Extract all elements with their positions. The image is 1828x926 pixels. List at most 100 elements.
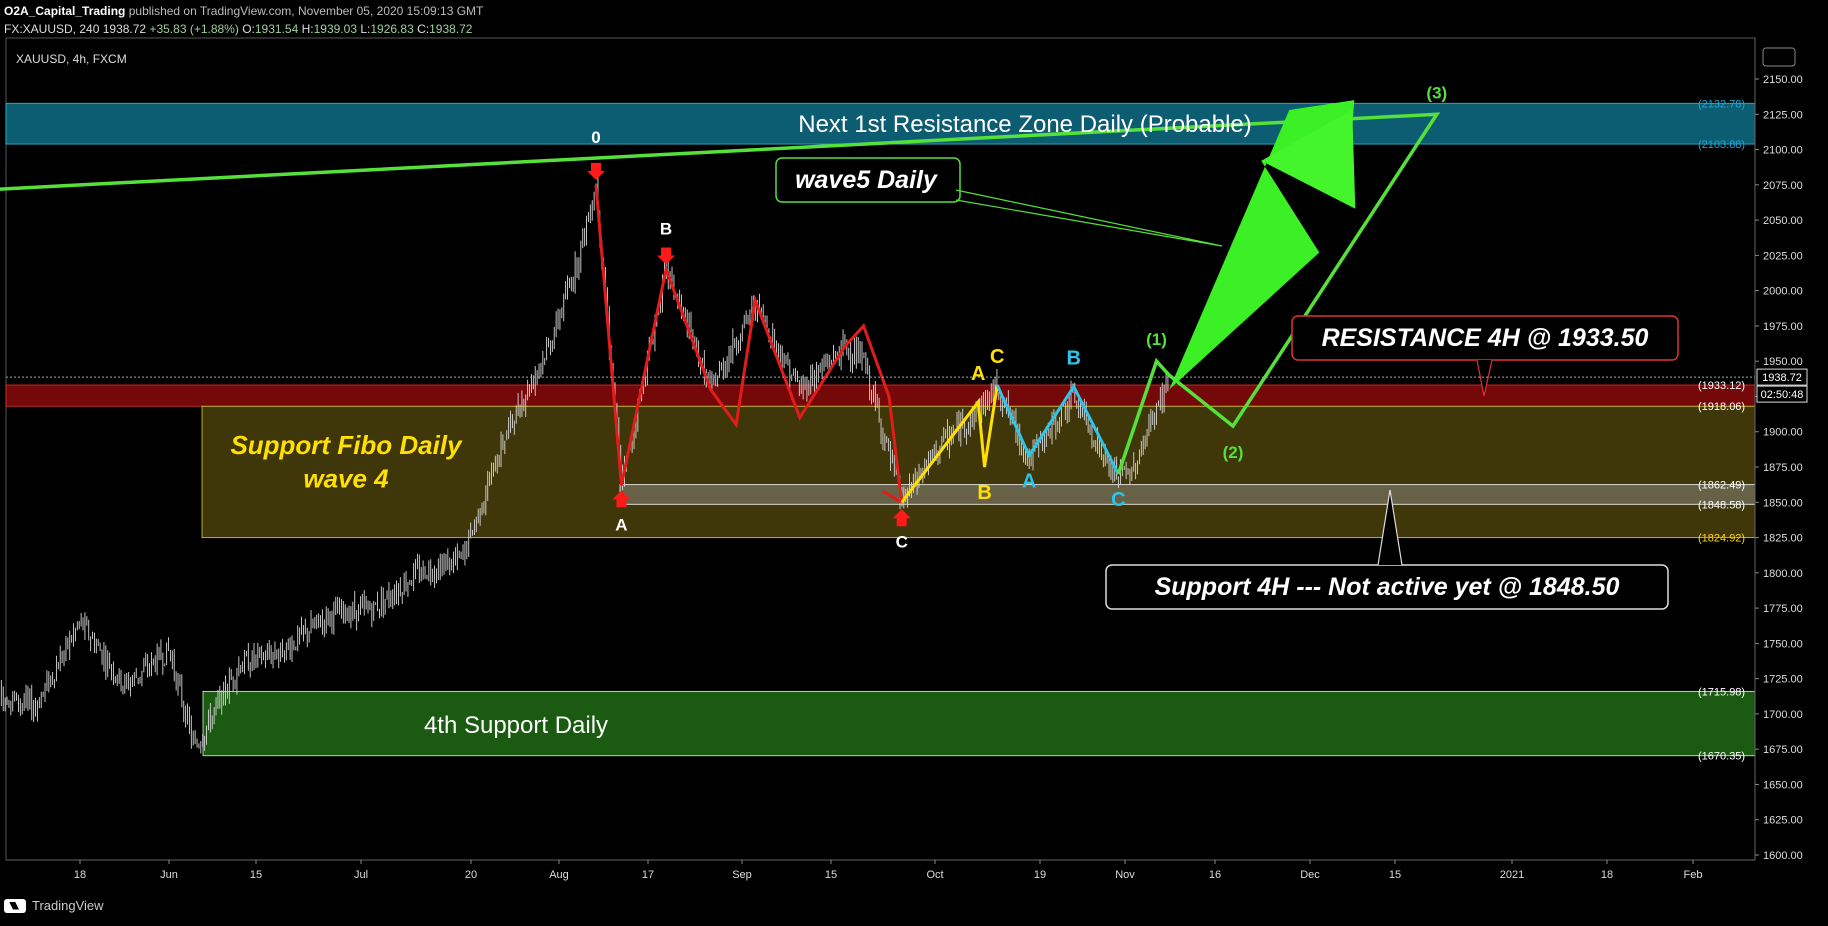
wave5-arrow-head-icon (1261, 110, 1356, 209)
support-fibo-label-line2: wave 4 (303, 464, 389, 494)
wave-0-marker-icon (586, 162, 605, 180)
red-tail (881, 489, 903, 504)
ohlc-line: FX:XAUUSD, 240 1938.72 +35.83 (+1.88%) O… (4, 22, 472, 36)
x-tick-label: Sep (732, 869, 752, 881)
resistance-4h-label: RESISTANCE 4H @ 1933.50 (1322, 324, 1649, 352)
wave-label-b: B (660, 219, 672, 238)
y-tick-label: 1950.00 (1763, 356, 1803, 368)
author-name[interactable]: O2A_Capital_Trading (4, 4, 126, 18)
blue-abc-path (995, 383, 1120, 475)
wave-label-a: A (615, 515, 627, 534)
wave5-callout-label: wave5 Daily (795, 166, 938, 194)
y-tick-label: 1850.00 (1763, 497, 1803, 509)
fourth-support-label: 4th Support Daily (424, 712, 608, 739)
open-label: O: (242, 22, 255, 36)
footer-brand[interactable]: TradingView (4, 898, 104, 913)
level-label: (1848.58) (1698, 499, 1745, 511)
x-tick-label: 17 (642, 869, 654, 881)
impulse-label-3: (3) (1426, 83, 1447, 102)
support-fibo-label-line1: Support Fibo Daily (230, 430, 463, 460)
close-label: C: (417, 22, 430, 36)
yellow-label-a: A (971, 363, 985, 385)
zone-4th-support-daily (202, 690, 1756, 757)
x-tick-label: Dec (1300, 869, 1320, 881)
low-value: 1926.83 (370, 22, 414, 36)
publish-line: O2A_Capital_Trading published on Trading… (4, 4, 483, 18)
y-tick-label: 2100.00 (1763, 145, 1803, 157)
blue-label-b: B (1066, 348, 1080, 370)
x-tick-label: 18 (74, 869, 86, 881)
y-tick-label: 2025.00 (1763, 250, 1803, 262)
blue-label-a: A (1022, 471, 1036, 493)
wave-label-0: 0 (591, 128, 600, 147)
chart-title: XAUUSD, 4h, FXCM (16, 52, 127, 66)
y-tick-label: 1600.00 (1763, 850, 1803, 862)
wave-b-marker-icon (657, 247, 676, 265)
wave-a-marker-icon (612, 490, 631, 508)
y-tick-label: 1725.00 (1763, 674, 1803, 686)
y-tick-label: 1900.00 (1763, 427, 1803, 439)
level-label: (1670.35) (1698, 751, 1745, 763)
y-tick-label: 1625.00 (1763, 815, 1803, 827)
yellow-label-c: C (990, 346, 1004, 368)
price-change: +35.83 (+1.88%) (149, 22, 239, 36)
currency-box[interactable] (1762, 47, 1796, 67)
wave5-callout-box (775, 157, 961, 203)
wave5-arrow-icon (1169, 100, 1355, 390)
countdown-label: 02:50:48 (1761, 389, 1804, 401)
x-tick-label: Oct (926, 869, 943, 881)
y-tick-label: 1775.00 (1763, 603, 1803, 615)
x-tick-label: Jun (160, 869, 178, 881)
level-label: (1933.12) (1698, 380, 1745, 392)
resistance-zone-label: Next 1st Resistance Zone Daily (Probable… (798, 111, 1252, 138)
y-tick-label: 1700.00 (1763, 709, 1803, 721)
x-tick-label: 18 (1601, 869, 1613, 881)
x-tick-label: 19 (1034, 869, 1046, 881)
impulse-label-1: (1) (1146, 330, 1167, 349)
low-label: L: (360, 22, 371, 36)
last-price: 1938.72 (102, 22, 147, 36)
publish-info: published on TradingView.com, November 0… (128, 4, 484, 18)
y-tick-label: 2000.00 (1763, 286, 1803, 298)
close-value: 1938.72 (429, 22, 473, 36)
x-tick-label: 20 (465, 869, 477, 881)
tradingview-logo-icon (4, 898, 26, 913)
yellow-abc-path (900, 384, 999, 504)
last-price-tag-label: 1938.72 (1762, 372, 1802, 384)
level-label: (2103.88) (1698, 139, 1745, 151)
x-tick-label: 2021 (1500, 869, 1524, 881)
impulse-label-2: (2) (1223, 443, 1244, 462)
green-projection-path (0, 112, 1441, 475)
footer-label: TradingView (32, 898, 104, 913)
x-tick-label: 16 (1209, 869, 1221, 881)
high-label: H: (301, 22, 314, 36)
x-tick-label: 15 (1389, 869, 1401, 881)
support-4h-pointer (1377, 489, 1403, 566)
x-tick-label: 15 (825, 869, 837, 881)
symbol-label: FX:XAUUSD, 240 (4, 22, 100, 36)
wave5-callout-pointer (955, 189, 1223, 247)
wave-c-marker-icon (892, 509, 911, 527)
countdown-tag (1756, 385, 1808, 403)
high-value: 1939.03 (313, 22, 357, 36)
zone-support-fibo-daily-wave-4 (201, 405, 1756, 539)
wave-label-c: C (896, 532, 908, 551)
y-tick-label: 2125.00 (1763, 109, 1803, 121)
level-label: (1715.98) (1698, 686, 1745, 698)
red-abc-path (594, 184, 904, 503)
zone-resistance-4h (5, 384, 1756, 407)
last-price-tag (1756, 368, 1808, 386)
y-tick-label: 1750.00 (1763, 638, 1803, 650)
level-label: (1824.92) (1698, 533, 1745, 545)
y-tick-label: 1650.00 (1763, 779, 1803, 791)
level-label: (2132.78) (1698, 98, 1745, 110)
resistance-4h-pointer (1476, 359, 1493, 397)
zone-support-4h (619, 484, 1756, 505)
x-tick-label: 15 (250, 869, 262, 881)
y-tick-label: 1800.00 (1763, 568, 1803, 580)
support-4h-label: Support 4H --- Not active yet @ 1848.50 (1155, 573, 1620, 601)
level-label: (1862.49) (1698, 480, 1745, 492)
x-tick-label: Aug (549, 869, 569, 881)
x-tick-label: Nov (1115, 869, 1135, 881)
